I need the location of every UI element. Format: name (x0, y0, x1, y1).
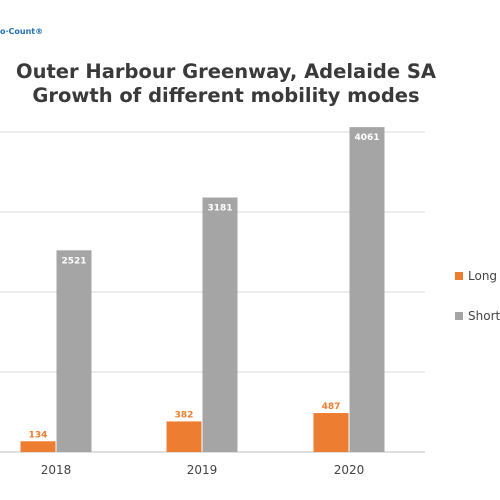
bar-long-2020 (313, 413, 349, 452)
bar-long-2019 (166, 421, 202, 452)
data-label-short-2020: 4061 (354, 133, 379, 143)
x-tick-label-2020: 2020 (334, 463, 365, 477)
data-label-short-2018: 2521 (61, 256, 86, 266)
legend-swatch-short (455, 312, 463, 320)
x-tick-label-2019: 2019 (187, 463, 218, 477)
data-label-long-2018: 134 (29, 430, 48, 440)
data-label-long-2019: 382 (175, 410, 194, 420)
chart-title-line-2: Growth of different mobility modes (32, 84, 420, 107)
bar-short-2019 (202, 197, 238, 452)
legend-swatch-long (455, 272, 463, 280)
chart-title: Outer Harbour Greenway, Adelaide SA Grow… (0, 60, 452, 108)
legend-label-long: Long ( (468, 269, 500, 283)
bar-short-2020 (349, 127, 385, 453)
bar-short-2018 (56, 250, 92, 452)
data-label-short-2019: 3181 (207, 204, 232, 214)
bar-long-2018 (20, 441, 56, 452)
chart-title-line-1: Outer Harbour Greenway, Adelaide SA (16, 60, 436, 83)
legend-label-short: Short (468, 309, 500, 323)
data-label-long-2020: 487 (322, 402, 341, 412)
x-tick-label-2018: 2018 (41, 463, 72, 477)
brand-logo: o·Count® (0, 27, 44, 36)
